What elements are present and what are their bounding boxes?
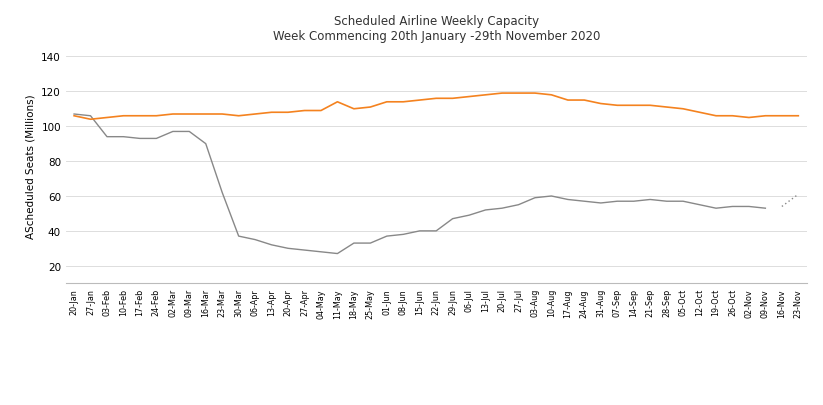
Y-axis label: AScheduled Seats (Millions): AScheduled Seats (Millions) [26, 94, 35, 238]
Title: Scheduled Airline Weekly Capacity
Week Commencing 20th January -29th November 20: Scheduled Airline Weekly Capacity Week C… [272, 15, 600, 43]
